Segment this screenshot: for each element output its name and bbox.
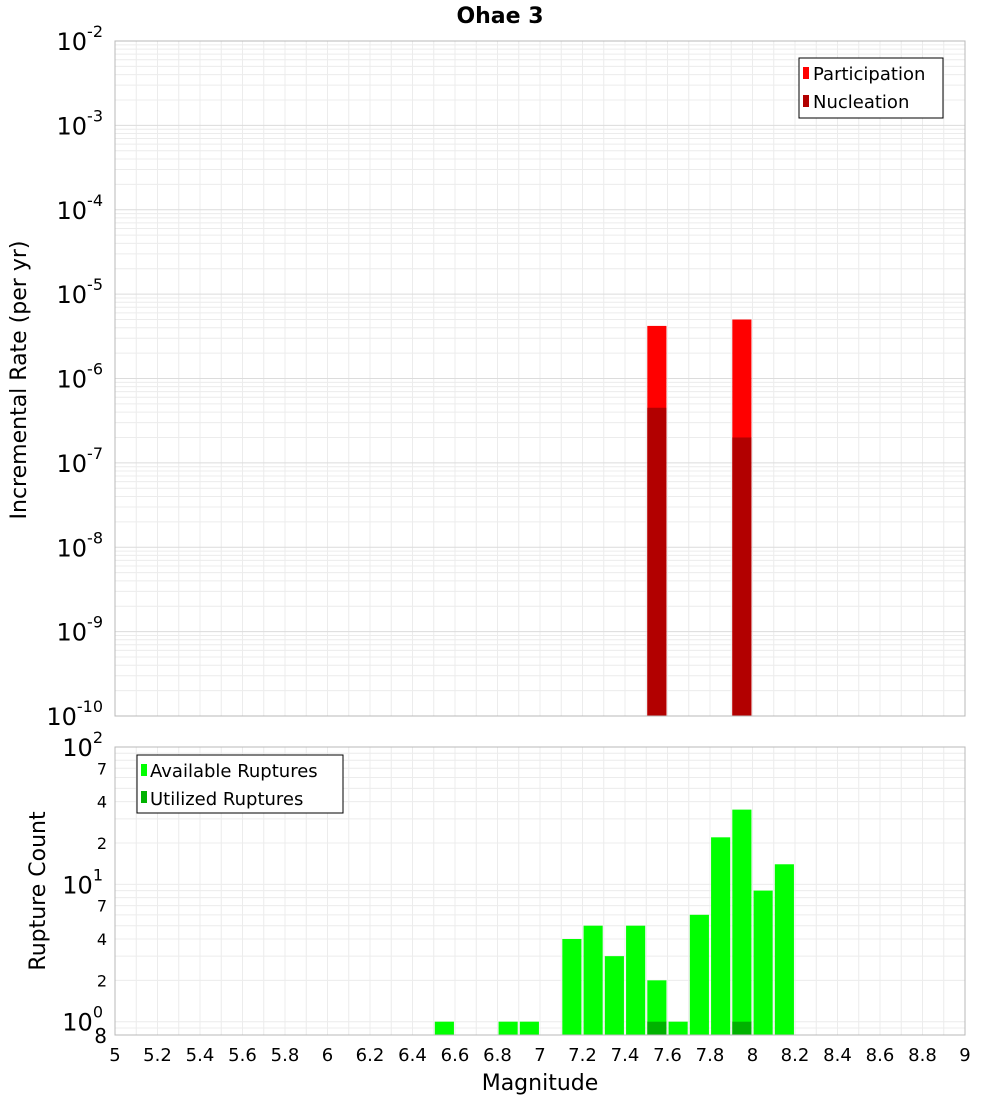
x-tick-label: 8.2 (781, 1045, 810, 1066)
top-legend-box (798, 57, 944, 119)
bottom-y-major-tick-label: 100 (62, 1003, 103, 1037)
bottom-y-minor-tick-label: 4 (97, 930, 107, 949)
utilized-ruptures-bar (732, 1021, 752, 1035)
top-y-tick-label: 10-7 (57, 444, 104, 478)
utilized-ruptures-bar (647, 1021, 667, 1035)
x-tick-label: 5.4 (186, 1045, 215, 1066)
available-ruptures-bar (626, 925, 646, 1035)
bottom-y-minor-tick-label: 8 (94, 1024, 107, 1048)
x-tick-label: 7.6 (653, 1045, 682, 1066)
x-tick-label: 8.6 (866, 1045, 895, 1066)
top-y-tick-label: 10-5 (57, 275, 104, 309)
x-tick-label: 7.8 (696, 1045, 725, 1066)
available-ruptures-bar (434, 1021, 454, 1035)
x-tick-label: 6.4 (398, 1045, 427, 1066)
legend-swatch-nucleation (803, 95, 809, 107)
top-bars (647, 319, 752, 716)
bottom-y-axis-label: Rupture Count (26, 811, 51, 971)
top-y-tick-label: 10-6 (57, 360, 104, 394)
nucleation-bar (647, 407, 667, 716)
top-plot: 10-10 10-9 10-8 10-7 10-6 10-5 10-4 10-3 10-2 In… (7, 22, 966, 731)
legend-label-nucleation: Nucleation (813, 92, 909, 113)
available-ruptures-bar (583, 925, 603, 1035)
bottom-y-minor-tick-label: 2 (97, 834, 107, 853)
top-y-axis-label: Incremental Rate (per yr) (7, 241, 32, 520)
bottom-y-major-tick-label: 101 (62, 865, 103, 899)
top-plot-frame (114, 40, 966, 717)
bottom-y-minor-tick-label: 4 (97, 793, 107, 812)
bottom-legend: Available Ruptures Utilized Ruptures (136, 754, 344, 814)
x-tick-label: 6.8 (483, 1045, 512, 1066)
top-y-tick-label: 10-3 (57, 106, 104, 140)
available-ruptures-bar (604, 956, 624, 1035)
x-axis-label: Magnitude (482, 1071, 599, 1096)
x-tick-label: 5 (109, 1045, 120, 1066)
bottom-bars (434, 809, 794, 1035)
available-ruptures-bar (753, 890, 773, 1035)
x-tick-label: 8.8 (908, 1045, 937, 1066)
available-ruptures-bar (668, 1021, 688, 1035)
top-y-tick-label: 10-8 (57, 528, 104, 562)
legend-label-available: Available Ruptures (150, 761, 318, 782)
top-grid (114, 41, 966, 717)
bottom-plot: 100 101 102 8 2 4 7 2 4 7 5 5.2 5.4 5.6 5.8 6 6.2 6.4 6.6… (26, 728, 971, 1096)
bottom-y-minor-tick-label: 2 (97, 971, 107, 990)
bottom-y-major-tick-label: 102 (62, 728, 103, 762)
top-y-tick-label: 10-4 (57, 191, 104, 225)
available-ruptures-bar (774, 864, 794, 1035)
nucleation-bar (732, 437, 752, 716)
x-tick-label: 6.2 (356, 1045, 385, 1066)
x-tick-label: 6 (322, 1045, 333, 1066)
available-ruptures-bar (498, 1021, 518, 1035)
legend-swatch-participation (803, 67, 809, 79)
x-tick-label: 8.4 (823, 1045, 852, 1066)
legend-label-utilized: Utilized Ruptures (150, 789, 303, 810)
bottom-plot-frame (114, 746, 966, 1036)
x-tick-label: 5.2 (143, 1045, 172, 1066)
x-tick-label: 6.6 (441, 1045, 470, 1066)
x-tick-label: 7.2 (568, 1045, 597, 1066)
bottom-y-minor-tick-label: 7 (97, 759, 107, 778)
x-tick-label: 8 (747, 1045, 758, 1066)
available-ruptures-bar (647, 980, 667, 1035)
available-ruptures-bar (519, 1021, 539, 1035)
legend-swatch-utilized (141, 791, 147, 803)
available-ruptures-bar (711, 837, 731, 1035)
top-y-tick-label: 10-2 (57, 22, 104, 56)
top-y-tick-label: 10-10 (46, 697, 103, 731)
available-ruptures-bar (689, 914, 709, 1035)
x-ticks: 5 5.2 5.4 5.6 5.8 6 6.2 6.4 6.6 6.8 7 7.2 7.4 7.6 7.8 8… (109, 1045, 970, 1066)
bottom-legend-box (136, 754, 344, 814)
x-tick-label: 5.8 (271, 1045, 300, 1066)
chart-title: Ohae 3 (456, 4, 543, 29)
available-ruptures-bar (562, 939, 582, 1035)
bottom-y-ticks: 100 101 102 8 2 4 7 2 4 7 (62, 728, 107, 1048)
bottom-y-minor-tick-label: 7 (97, 897, 107, 916)
top-y-tick-label: 10-9 (57, 613, 104, 647)
available-ruptures-bar (732, 809, 752, 1035)
top-legend: Participation Nucleation (798, 57, 944, 119)
x-tick-label: 7.4 (611, 1045, 640, 1066)
top-y-ticks: 10-10 10-9 10-8 10-7 10-6 10-5 10-4 10-3 10-2 (46, 22, 103, 731)
x-tick-label: 9 (959, 1045, 970, 1066)
x-tick-label: 7 (534, 1045, 545, 1066)
legend-label-participation: Participation (813, 64, 925, 85)
legend-swatch-available (141, 764, 147, 776)
x-tick-label: 5.6 (228, 1045, 257, 1066)
